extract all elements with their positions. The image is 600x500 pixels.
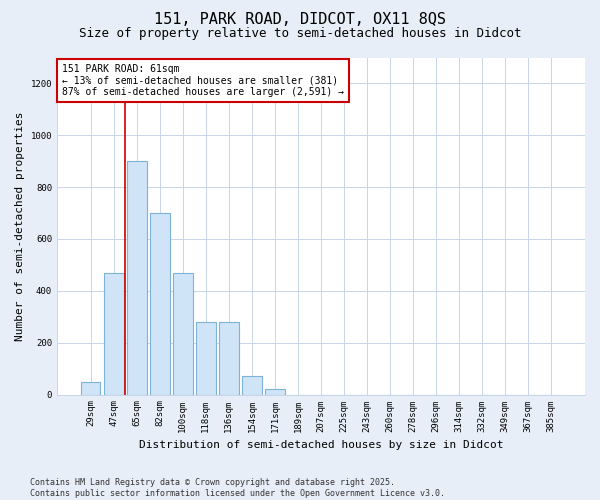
Bar: [81, 382, 100, 394]
Text: Size of property relative to semi-detached houses in Didcot: Size of property relative to semi-detach…: [79, 28, 521, 40]
Y-axis label: Number of semi-detached properties: Number of semi-detached properties: [15, 112, 25, 341]
Bar: [173, 272, 193, 394]
Bar: [265, 390, 284, 394]
Text: Contains HM Land Registry data © Crown copyright and database right 2025.
Contai: Contains HM Land Registry data © Crown c…: [30, 478, 445, 498]
Bar: [127, 161, 146, 394]
X-axis label: Distribution of semi-detached houses by size in Didcot: Distribution of semi-detached houses by …: [139, 440, 503, 450]
Bar: [196, 322, 215, 394]
Text: 151, PARK ROAD, DIDCOT, OX11 8QS: 151, PARK ROAD, DIDCOT, OX11 8QS: [154, 12, 446, 28]
Bar: [242, 376, 262, 394]
Bar: [219, 322, 239, 394]
Text: 151 PARK ROAD: 61sqm
← 13% of semi-detached houses are smaller (381)
87% of semi: 151 PARK ROAD: 61sqm ← 13% of semi-detac…: [62, 64, 344, 98]
Bar: [104, 272, 124, 394]
Bar: [150, 213, 170, 394]
